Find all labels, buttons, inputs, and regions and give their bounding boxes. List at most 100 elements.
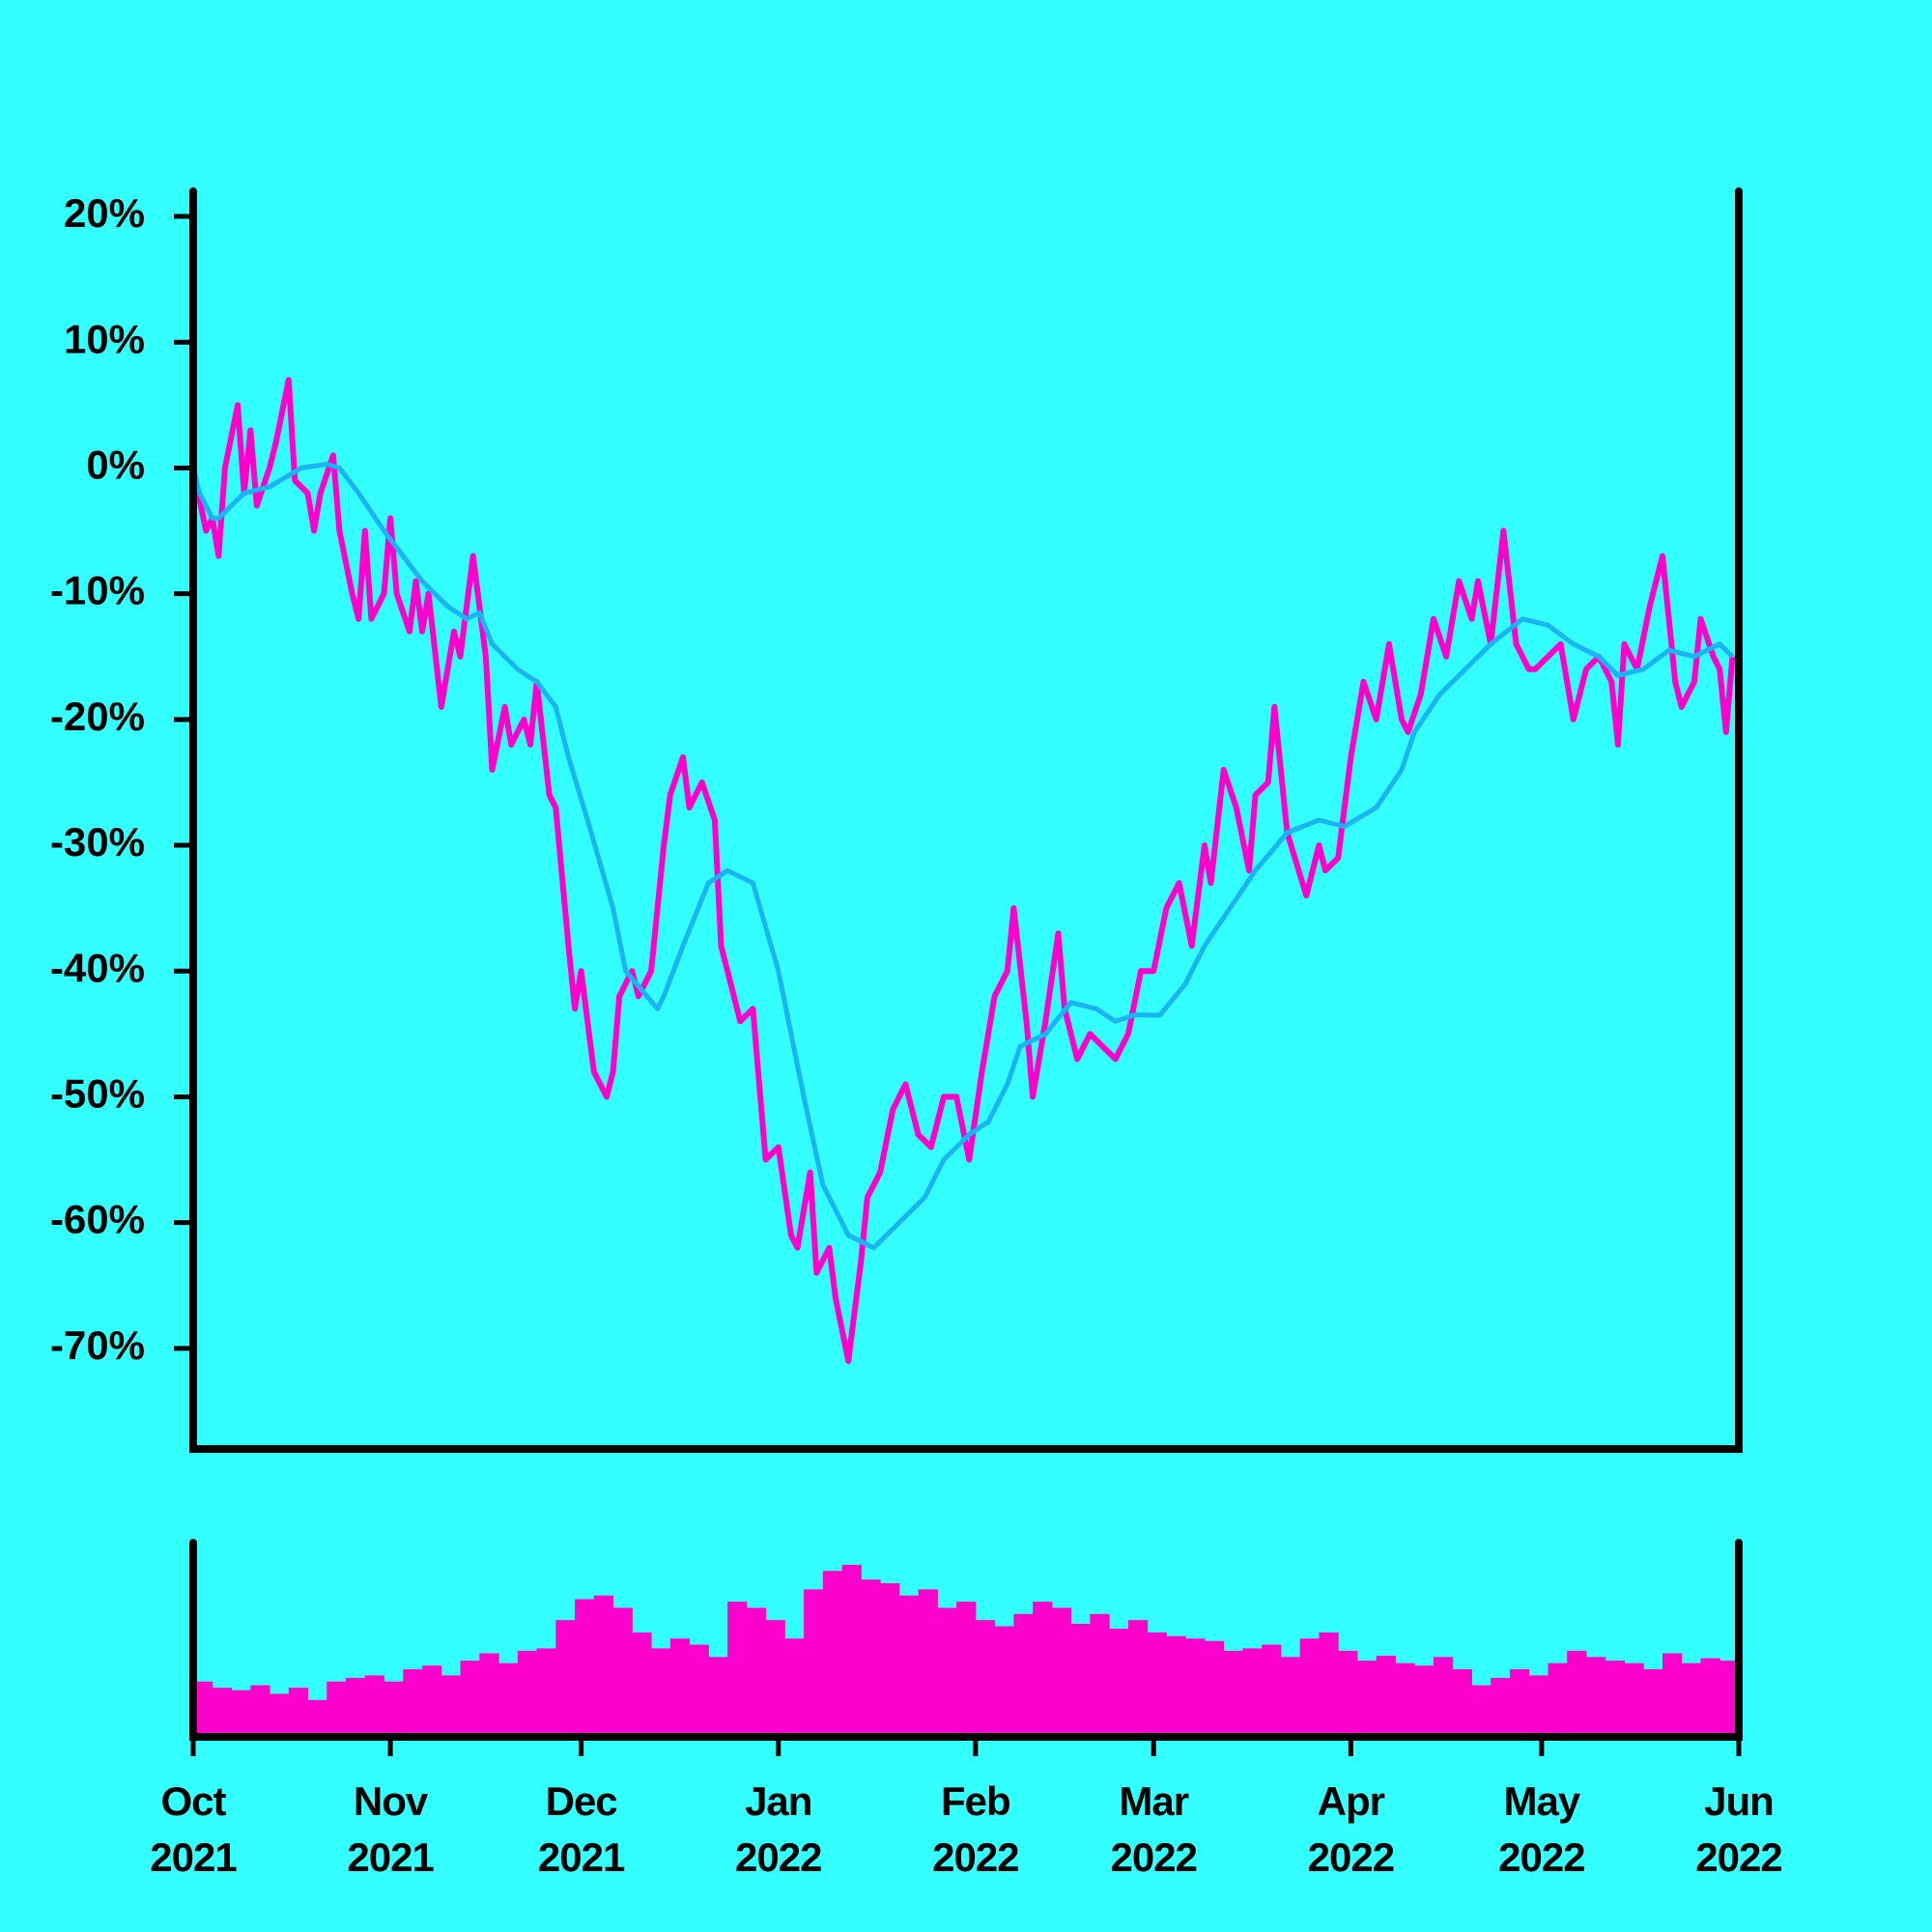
x-tick-label: Oct 2021 bbox=[150, 1778, 237, 1880]
volume-bar bbox=[1376, 1656, 1396, 1737]
volume-bar bbox=[1681, 1662, 1701, 1737]
volume-bar bbox=[822, 1571, 843, 1737]
volume-bar bbox=[1013, 1613, 1034, 1737]
volume-bar bbox=[536, 1648, 556, 1737]
volume-bar bbox=[1433, 1657, 1454, 1737]
x-tick-label: Nov 2021 bbox=[347, 1778, 434, 1880]
volume-bar bbox=[1223, 1650, 1243, 1737]
volume-bar bbox=[1395, 1662, 1415, 1737]
volume-bar bbox=[669, 1638, 691, 1737]
volume-bar bbox=[994, 1626, 1014, 1737]
x-tick-label: Jun 2022 bbox=[1695, 1778, 1782, 1880]
volume-bar bbox=[498, 1662, 519, 1737]
volume-bar bbox=[1605, 1661, 1625, 1737]
volume-bar bbox=[1262, 1644, 1282, 1737]
y-tick-label: 10% bbox=[64, 316, 145, 361]
volume-bar bbox=[861, 1579, 881, 1737]
volume-bar bbox=[250, 1685, 270, 1737]
y-tick-label: -20% bbox=[50, 694, 145, 739]
volume-bar bbox=[1242, 1648, 1263, 1737]
volume-bar bbox=[212, 1688, 233, 1737]
volume-bar bbox=[270, 1693, 290, 1737]
volume-bar bbox=[1471, 1685, 1492, 1737]
volume-bar bbox=[1700, 1658, 1720, 1737]
volume-bar bbox=[403, 1669, 423, 1737]
volume-bar bbox=[612, 1607, 633, 1737]
x-tick-label: Mar 2022 bbox=[1110, 1778, 1198, 1880]
volume-bar bbox=[440, 1675, 462, 1737]
y-tick-label: -30% bbox=[50, 819, 145, 865]
volume-bar bbox=[1127, 1620, 1149, 1737]
volume-bar bbox=[1719, 1661, 1740, 1737]
x-tick-label: Feb 2022 bbox=[932, 1778, 1019, 1880]
y-tick-label: 20% bbox=[64, 190, 145, 236]
volume-bar bbox=[1356, 1661, 1378, 1737]
volume-bar bbox=[479, 1653, 499, 1737]
volume-bar bbox=[746, 1607, 767, 1737]
volume-bar bbox=[1109, 1629, 1129, 1737]
volume-bar bbox=[575, 1599, 595, 1737]
y-tick-label: -50% bbox=[50, 1071, 145, 1117]
volume-bar bbox=[1090, 1613, 1110, 1737]
volume-bar bbox=[1414, 1665, 1435, 1737]
volume-bar bbox=[1491, 1677, 1511, 1737]
volume-bar bbox=[1548, 1662, 1568, 1737]
axis-frame bbox=[189, 187, 1743, 1453]
volume-bar bbox=[517, 1650, 538, 1737]
y-tick-label: -40% bbox=[50, 945, 145, 990]
volume-bar bbox=[708, 1657, 728, 1737]
price-line bbox=[190, 377, 1736, 1364]
volume-bar bbox=[1185, 1638, 1206, 1737]
x-tick-label: Jan 2022 bbox=[735, 1778, 822, 1880]
volume-bar bbox=[689, 1644, 709, 1737]
volume-bar bbox=[1147, 1632, 1167, 1737]
volume-bar bbox=[1051, 1607, 1072, 1737]
volume-bar bbox=[880, 1582, 900, 1737]
volume-bar bbox=[898, 1595, 920, 1737]
volume-bar bbox=[307, 1699, 327, 1737]
volume-bar bbox=[346, 1677, 366, 1737]
volume-bar bbox=[651, 1648, 671, 1737]
volume-bar bbox=[1585, 1657, 1606, 1737]
volume-bar bbox=[956, 1602, 977, 1737]
volume-bar bbox=[1509, 1669, 1530, 1737]
x-tick-label: May 2022 bbox=[1498, 1778, 1585, 1880]
volume-bar bbox=[288, 1688, 309, 1737]
volume-bar bbox=[1452, 1669, 1472, 1737]
volume-bar bbox=[555, 1620, 576, 1737]
volume-bar bbox=[784, 1638, 805, 1737]
volume-bar bbox=[765, 1620, 785, 1737]
x-tick-label: Apr 2022 bbox=[1307, 1778, 1395, 1880]
volume-bar bbox=[1033, 1602, 1053, 1737]
volume-bar bbox=[1662, 1653, 1683, 1737]
volume-bar bbox=[1166, 1635, 1186, 1737]
y-tick-label: 0% bbox=[86, 442, 145, 488]
volume-bar bbox=[804, 1589, 824, 1737]
volume-bar bbox=[727, 1602, 748, 1737]
x-tick-label: Dec 2021 bbox=[537, 1778, 625, 1880]
volume-bar bbox=[1528, 1675, 1548, 1737]
volume-bar bbox=[937, 1607, 957, 1737]
volume-bar bbox=[632, 1632, 652, 1737]
volume-bar bbox=[327, 1681, 347, 1737]
price-line bbox=[190, 462, 1735, 1251]
volume-bar bbox=[193, 1681, 213, 1737]
volume-bar bbox=[1070, 1623, 1091, 1737]
volume-bar bbox=[1319, 1632, 1339, 1737]
y-tick-label: -60% bbox=[50, 1197, 145, 1242]
volume-bar bbox=[1643, 1669, 1663, 1737]
volume-bar bbox=[384, 1681, 404, 1737]
volume-bar bbox=[1299, 1638, 1320, 1737]
y-tick-label: -70% bbox=[50, 1322, 145, 1368]
volume-bar bbox=[422, 1665, 442, 1737]
volume-bar bbox=[364, 1675, 385, 1737]
volume-bar bbox=[1567, 1650, 1587, 1737]
volume-bar bbox=[975, 1620, 996, 1737]
volume-bar bbox=[841, 1564, 862, 1737]
volume-bar bbox=[460, 1661, 480, 1737]
volume-bar bbox=[231, 1690, 251, 1737]
axis-frame bbox=[189, 1539, 1743, 1741]
volume-bar bbox=[593, 1595, 614, 1737]
